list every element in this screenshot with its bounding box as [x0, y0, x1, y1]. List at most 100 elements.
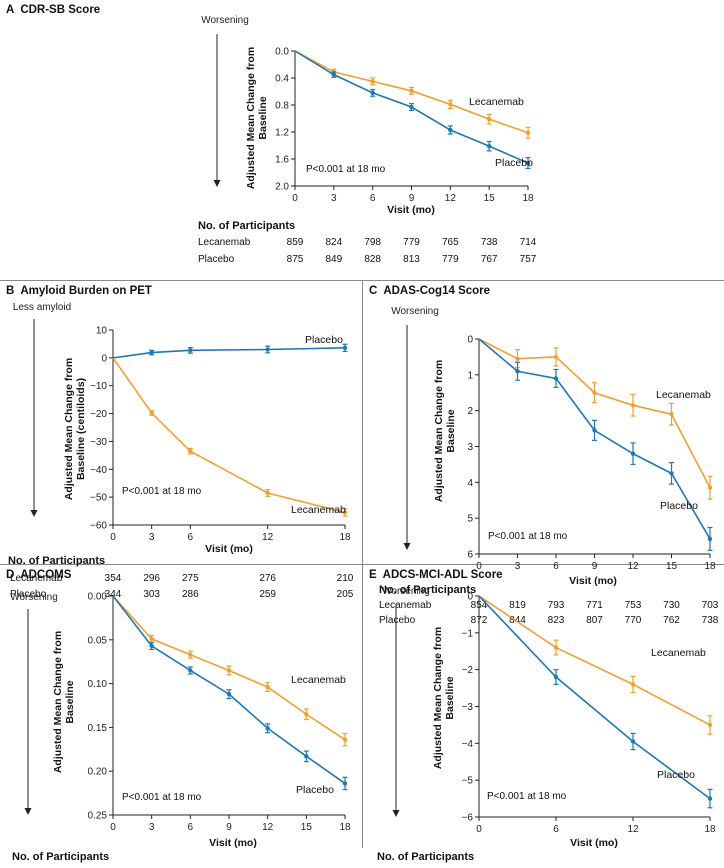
data-point — [304, 754, 309, 759]
x-tick-label: 9 — [592, 561, 598, 572]
data-point — [149, 643, 154, 649]
y-tick-label: 0.15 — [88, 723, 108, 734]
panel-b: B Amyloid Burden on PET 10 0 −10 −20 −30 −40 −50… — [0, 281, 362, 600]
panel-title-text: CDR-SB Score — [20, 4, 101, 16]
direction-arrow-head — [24, 808, 32, 815]
participants-count: 765 — [442, 237, 459, 248]
y-axis-label-line: Baseline — [257, 96, 269, 139]
data-point — [226, 668, 232, 673]
data-point — [188, 448, 193, 454]
data-point — [226, 691, 232, 697]
panel-title: D ADCOMS — [6, 569, 71, 581]
data-point — [149, 636, 154, 642]
data-point — [707, 485, 713, 490]
series-label-lecanemab: Lecanemab — [651, 647, 706, 659]
y-axis-label-line: Adjusted Mean Change from — [433, 360, 445, 502]
y-axis-label-line: Adjusted Mean Change from — [63, 358, 75, 500]
y-axis-label-line: Baseline — [64, 680, 76, 723]
participants-count: 770 — [625, 615, 642, 626]
data-point — [553, 645, 559, 650]
data-point — [486, 143, 492, 149]
series-line — [478, 595, 711, 800]
series-label-placebo: Placebo — [657, 769, 695, 781]
x-tick-label: 0 — [476, 561, 482, 572]
data-point — [265, 684, 270, 690]
data-point — [409, 88, 414, 94]
participants-count: 828 — [364, 254, 381, 265]
data-point — [342, 345, 348, 351]
direction-label: Less amyloid — [13, 302, 71, 313]
series-lecanemab — [478, 595, 713, 735]
data-point — [669, 471, 674, 476]
participants-count: 738 — [481, 237, 498, 248]
x-tick-label: 12 — [262, 532, 274, 543]
data-point — [553, 674, 559, 680]
y-tick-label: 0.05 — [88, 635, 108, 646]
participants-count: 703 — [702, 600, 719, 611]
y-tick-label: −20 — [90, 409, 107, 420]
direction-label: Worsening — [382, 586, 430, 597]
x-tick-label: 3 — [515, 561, 521, 572]
participants-count: 714 — [520, 237, 537, 248]
participants-count: 813 — [403, 254, 420, 265]
x-tick-label: 3 — [331, 193, 337, 204]
series-label-placebo: Placebo — [495, 157, 533, 169]
participants-row-label: Lecanemab — [10, 573, 63, 584]
participants-count: 210 — [337, 573, 354, 584]
x-tick-label: 0 — [292, 193, 298, 204]
participants-count: 730 — [663, 600, 680, 611]
direction-arrow-head — [213, 180, 221, 187]
data-point — [630, 682, 636, 687]
participants-count: 824 — [325, 237, 342, 248]
data-point — [448, 102, 453, 107]
y-tick-label: 0.0 — [275, 47, 289, 58]
participants-count: 276 — [259, 573, 276, 584]
y-axis-label-line: Adjusted Mean Change from — [245, 47, 257, 189]
y-axis-label: Adjusted Mean Change fromBaseline — [433, 360, 457, 502]
data-point — [515, 356, 520, 361]
participants-title: No. of Participants — [198, 220, 295, 232]
panel-title-text: ADCOMS — [20, 569, 72, 581]
x-tick-label: 6 — [188, 822, 194, 833]
participants-row-label: Lecanemab — [198, 237, 251, 248]
x-tick-label: 18 — [704, 824, 716, 835]
panel-e: E ADCS-MCI-ADL Score 0 −1 −2 −3 −4 −5 −6 0 6 12 18 Vi… — [363, 565, 724, 863]
data-point — [265, 726, 270, 731]
data-point — [188, 668, 193, 673]
panel-title-text: Amyloid Burden on PET — [20, 285, 152, 297]
chart-svg: 0.00 0.05 0.10 0.15 0.20 0.250 3 6 9 12 15 18 Visit … — [10, 592, 351, 864]
y-tick-label: 0 — [101, 353, 107, 364]
x-tick-label: 3 — [149, 532, 155, 543]
direction-arrow-head — [403, 543, 411, 550]
data-point — [553, 376, 559, 381]
x-tick-label: 12 — [627, 824, 639, 835]
participants-count: 823 — [548, 615, 565, 626]
series-lecanemab — [112, 595, 348, 747]
y-tick-label: 1.6 — [275, 155, 289, 166]
series-label-placebo: Placebo — [305, 334, 343, 346]
series-label-placebo: Placebo — [660, 500, 698, 512]
data-point — [525, 160, 531, 166]
data-point — [448, 127, 453, 133]
panel-c: C ADAS-Cog14 Score 0 1 2 3 4 5 6 0 3 6 9 12 15 18 Visit … — [363, 281, 724, 626]
x-tick-label: 18 — [522, 193, 534, 204]
participants-title: No. of Participants — [12, 851, 109, 863]
y-tick-label: −3 — [462, 702, 474, 713]
participants-count: 344 — [105, 589, 122, 600]
y-tick-label: 2.0 — [275, 182, 289, 193]
participants-row-label: Placebo — [379, 615, 416, 626]
y-tick-label: −1 — [462, 628, 474, 639]
y-tick-label: 10 — [96, 326, 108, 337]
data-point — [592, 428, 597, 433]
data-point — [707, 536, 713, 542]
data-point — [342, 781, 348, 786]
y-tick-label: 0.00 — [88, 592, 108, 603]
y-tick-label: 0 — [467, 335, 473, 346]
participants-row-label: Lecanemab — [379, 600, 432, 611]
direction-label: Worsening — [10, 592, 58, 603]
y-tick-label: −10 — [90, 381, 107, 392]
p-value-annotation: P<0.001 at 18 mo — [488, 531, 568, 542]
data-point — [149, 410, 154, 416]
x-tick-label: 9 — [409, 193, 415, 204]
